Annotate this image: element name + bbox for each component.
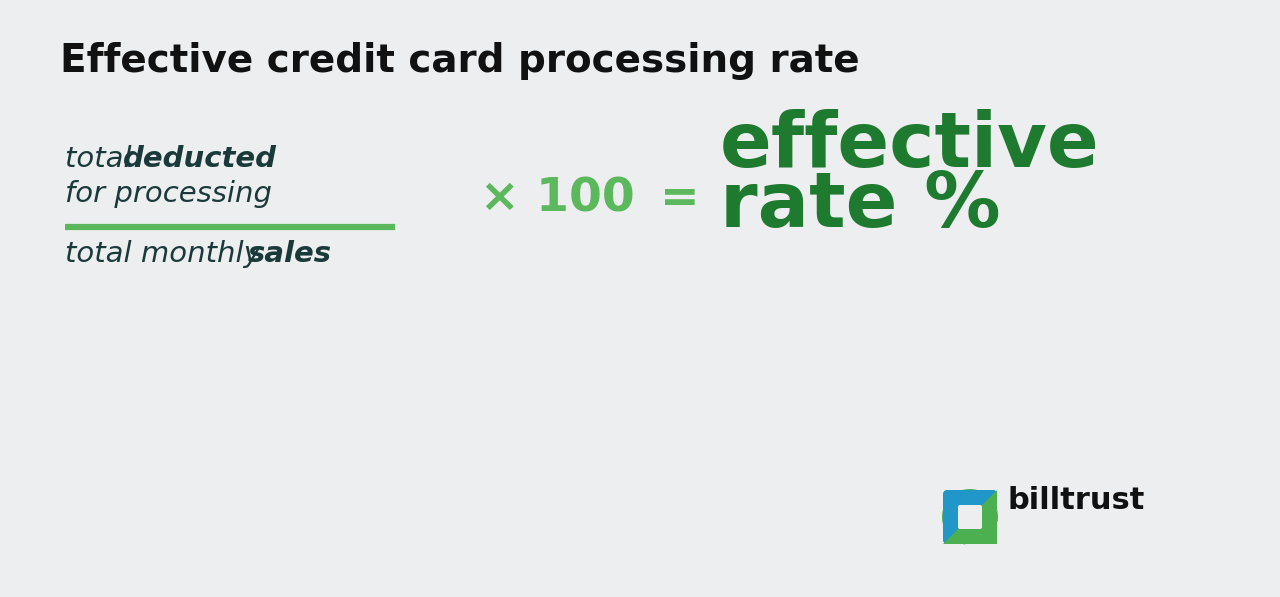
Text: total monthly: total monthly	[65, 240, 270, 268]
Text: Effective credit card processing rate: Effective credit card processing rate	[60, 42, 860, 80]
Text: =: =	[660, 177, 700, 222]
Text: deducted: deducted	[123, 145, 276, 173]
Text: × 100: × 100	[480, 177, 635, 222]
Wedge shape	[942, 489, 998, 544]
Text: total: total	[65, 145, 141, 173]
Text: rate %: rate %	[719, 169, 1001, 243]
FancyBboxPatch shape	[943, 490, 997, 544]
Text: sales: sales	[248, 240, 332, 268]
FancyBboxPatch shape	[957, 505, 982, 529]
Text: for processing: for processing	[65, 180, 273, 208]
FancyBboxPatch shape	[943, 490, 997, 544]
Text: effective: effective	[719, 109, 1100, 183]
FancyBboxPatch shape	[965, 512, 995, 542]
Text: billtrust: billtrust	[1007, 486, 1144, 515]
Polygon shape	[943, 490, 997, 544]
